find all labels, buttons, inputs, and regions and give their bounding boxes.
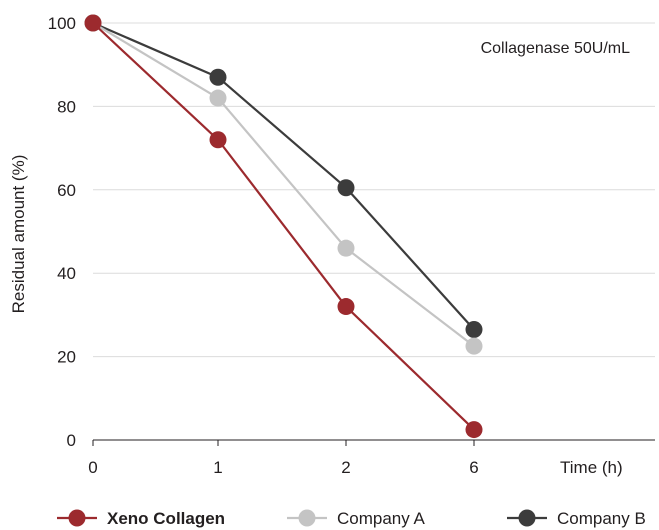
series-line-company-a bbox=[92, 22, 475, 348]
series-line-company-b bbox=[92, 21, 475, 331]
data-point-company-b-2 bbox=[337, 179, 355, 197]
y-tick-label-0: 0 bbox=[67, 431, 76, 450]
legend-marker-xeno-collagen bbox=[68, 509, 86, 527]
y-tick-label-40: 40 bbox=[57, 264, 76, 283]
x-tick-label-2: 2 bbox=[341, 458, 350, 477]
legend: Xeno Collagen Company A Company B bbox=[57, 509, 646, 528]
x-tick-label-6: 6 bbox=[469, 458, 478, 477]
data-point-company-b-6 bbox=[465, 320, 483, 338]
y-tick-label-100: 100 bbox=[48, 14, 76, 33]
y-axis-label: Residual amount (%) bbox=[9, 155, 28, 314]
data-point-xeno-collagen-6 bbox=[465, 421, 483, 439]
gridlines bbox=[93, 22, 655, 358]
data-point-xeno-collagen-0 bbox=[84, 14, 102, 32]
chart-annotation: Collagenase 50U/mL bbox=[481, 40, 631, 57]
y-tick-label-60: 60 bbox=[57, 181, 76, 200]
x-tick-label-0: 0 bbox=[88, 458, 97, 477]
data-point-xeno-collagen-2 bbox=[337, 298, 355, 316]
data-point-company-a-1 bbox=[209, 89, 227, 107]
legend-label-company-b: Company B bbox=[557, 509, 646, 528]
data-point-company-b-1 bbox=[209, 68, 227, 86]
data-point-company-a-6 bbox=[465, 337, 483, 355]
series-line-xeno-collagen bbox=[92, 22, 475, 431]
y-tick-label-80: 80 bbox=[57, 97, 76, 116]
legend-label-company-a: Company A bbox=[337, 509, 426, 528]
axes: 0 20 40 60 80 100 0 1 2 6 bbox=[48, 14, 655, 477]
y-tick-label-20: 20 bbox=[57, 348, 76, 367]
legend-label-xeno-collagen: Xeno Collagen bbox=[107, 509, 225, 528]
data-point-company-a-2 bbox=[337, 239, 355, 257]
x-axis-label: Time (h) bbox=[560, 458, 623, 477]
chart-text: Time (h) Residual amount (%) Collagenase 5… bbox=[9, 40, 630, 477]
series-lines bbox=[84, 14, 483, 439]
legend-marker-company-a bbox=[298, 509, 316, 527]
x-tick-label-1: 1 bbox=[213, 458, 222, 477]
data-point-xeno-collagen-1 bbox=[209, 131, 227, 149]
legend-marker-company-b bbox=[518, 509, 536, 527]
